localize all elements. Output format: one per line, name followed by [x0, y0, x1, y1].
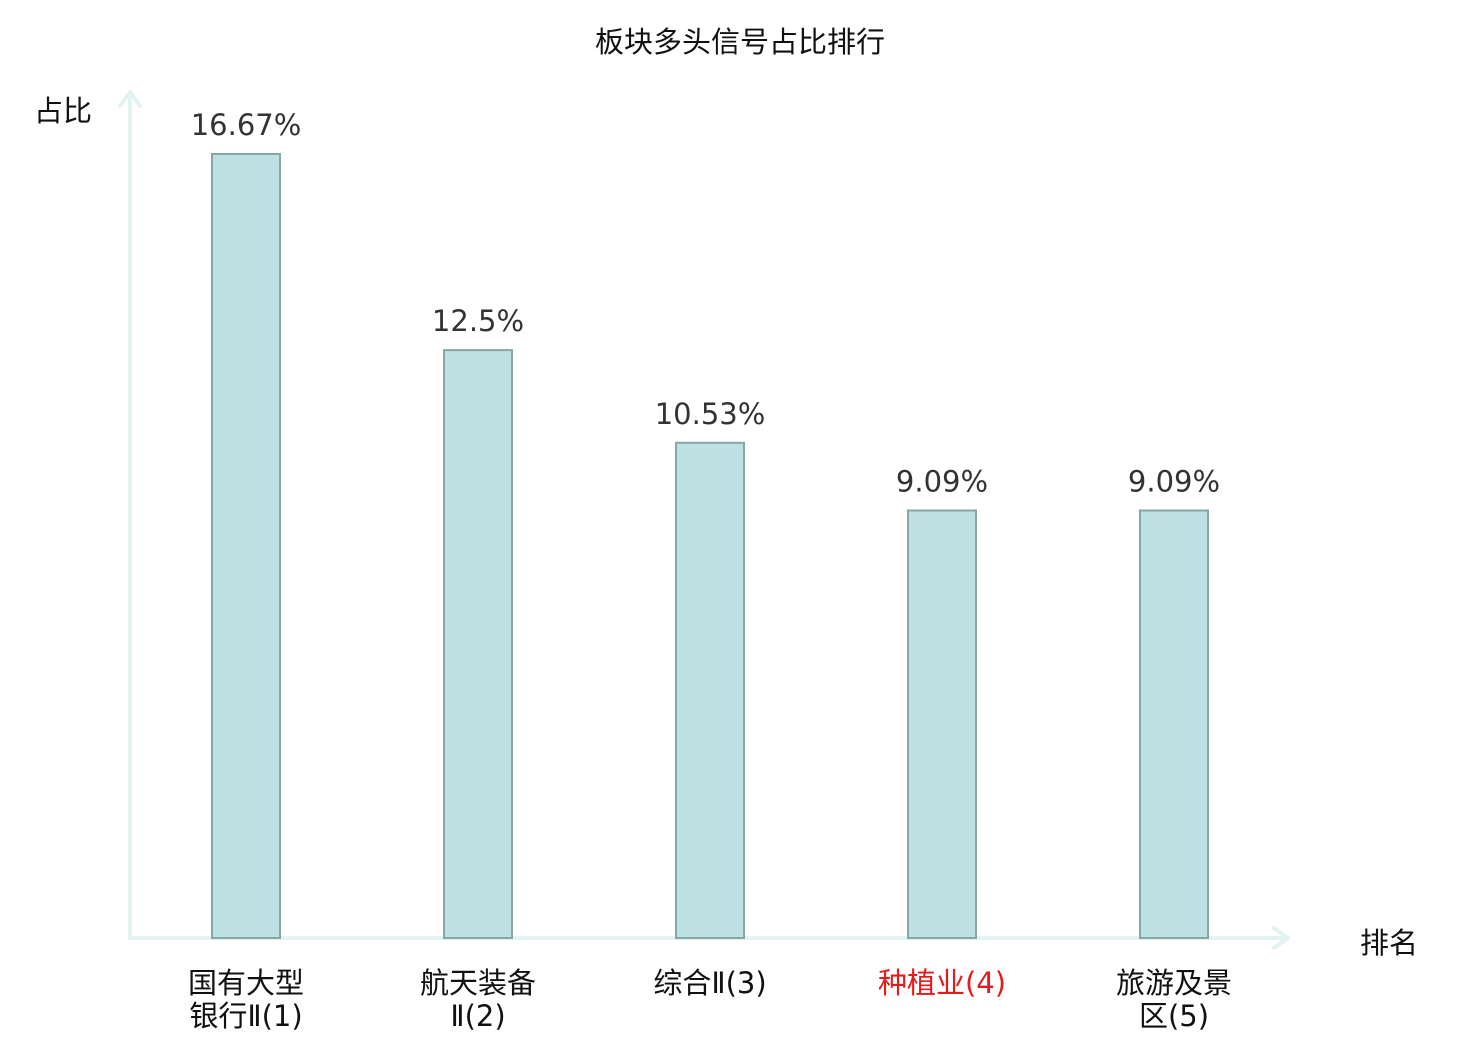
x-tick-label: Ⅱ(2): [450, 999, 505, 1033]
data-label: 9.09%: [1128, 464, 1220, 498]
bar: [1139, 509, 1209, 939]
bar: [907, 509, 977, 939]
data-label: 16.67%: [191, 108, 302, 142]
bar: [675, 441, 745, 939]
x-tick-label: 国有大型: [188, 966, 304, 1000]
bar: [443, 349, 513, 940]
chart-title: 板块多头信号占比排行: [595, 25, 885, 59]
x-tick-label: 种植业(4): [878, 966, 1006, 1000]
data-label: 9.09%: [896, 464, 988, 498]
bar-series: [211, 153, 1209, 940]
x-tick-label: 综合Ⅱ(3): [653, 966, 766, 1000]
x-tick-label: 银行Ⅱ(1): [189, 999, 302, 1033]
y-axis-arrow-icon: [118, 90, 142, 108]
data-labels: 16.67% 12.5% 10.53% 9.09% 9.09%: [191, 108, 1220, 498]
x-axis-label: 排名: [1360, 926, 1418, 960]
data-label: 12.5%: [432, 304, 524, 338]
x-axis-arrow-icon: [1272, 926, 1290, 950]
data-label: 10.53%: [655, 397, 766, 431]
y-axis-label: 占比: [34, 94, 92, 128]
x-tick-label: 区(5): [1139, 999, 1209, 1033]
x-tick-label: 旅游及景: [1116, 966, 1232, 1000]
x-tick-label: 航天装备: [420, 966, 536, 1000]
bar: [211, 153, 281, 939]
